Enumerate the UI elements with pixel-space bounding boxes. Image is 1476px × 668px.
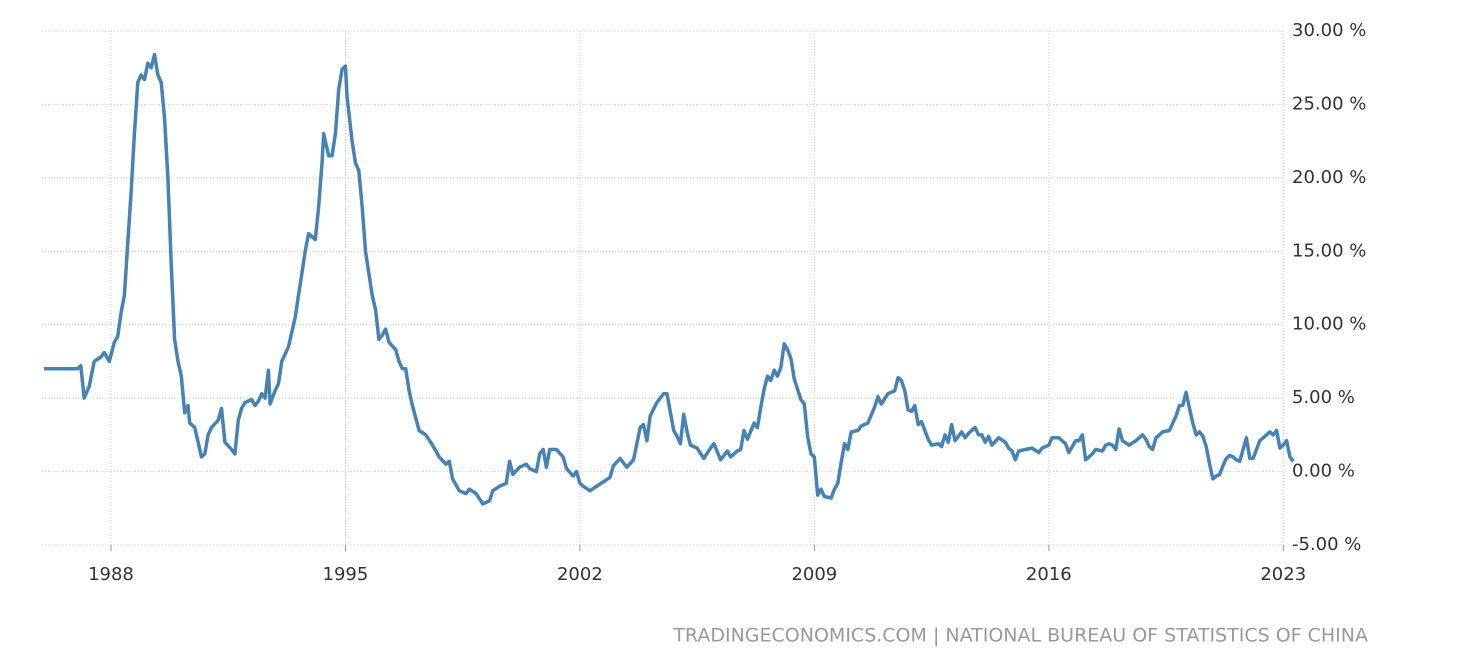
series-line: [44, 52, 1295, 506]
x-tick-label: 2023: [1260, 564, 1306, 585]
y-tick-label: 0.00 %: [1292, 461, 1355, 482]
x-tick-label: 2016: [1026, 564, 1072, 585]
y-tick-label: 25.00 %: [1292, 93, 1366, 114]
y-tick-label: 15.00 %: [1292, 240, 1366, 261]
y-tick-label: 20.00 %: [1292, 167, 1366, 188]
source: TRADINGECONOMICS.COM | NATIONAL BUREAU O…: [672, 625, 1368, 647]
y-tick-label: 30.00 %: [1292, 20, 1366, 41]
y-tick-label: -5.00 %: [1292, 534, 1361, 555]
y-tick-label: 5.00 %: [1292, 387, 1355, 408]
y-tick-label: 10.00 %: [1292, 314, 1366, 335]
x-tick-label: 2009: [791, 564, 837, 585]
x-tick-label: 1995: [323, 564, 369, 585]
x-tick-label: 2002: [557, 564, 603, 585]
x-tick-label: 1988: [88, 564, 134, 585]
